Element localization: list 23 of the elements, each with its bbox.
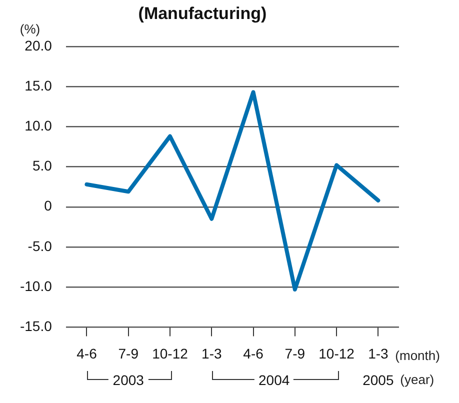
x-tick-label: 1-3 xyxy=(368,345,389,362)
y-tick-label: -5.0 xyxy=(28,238,52,254)
y-tick-label: 10.0 xyxy=(24,117,52,134)
text: 2003 xyxy=(108,372,148,388)
x-tick-label: 7-9 xyxy=(284,345,306,362)
y-tick-label: 15.0 xyxy=(24,77,52,94)
y-tick-label: -10.0 xyxy=(20,278,52,294)
chart-title: (Manufacturing) xyxy=(138,4,267,23)
text: 2005 xyxy=(358,372,398,388)
y-tick-label: 5.0 xyxy=(32,158,52,174)
y-tick-label: 0 xyxy=(44,198,52,214)
y-tick-label: -15.0 xyxy=(20,318,52,334)
text: 2004 xyxy=(254,372,294,388)
x-tick-label: 4-6 xyxy=(76,345,98,362)
x-tick-label: 10-12 xyxy=(152,345,188,362)
text: (year) xyxy=(400,372,434,388)
x-tick-label: 4-6 xyxy=(243,345,264,362)
y-tick-label: 20.0 xyxy=(24,37,52,54)
x-tick-label: 7-9 xyxy=(118,345,139,362)
x-tick-label: 1-3 xyxy=(202,345,222,362)
y-axis-title: (%) xyxy=(20,21,40,36)
x-tick-label: 10-12 xyxy=(318,345,355,362)
text: (month) xyxy=(395,348,440,364)
